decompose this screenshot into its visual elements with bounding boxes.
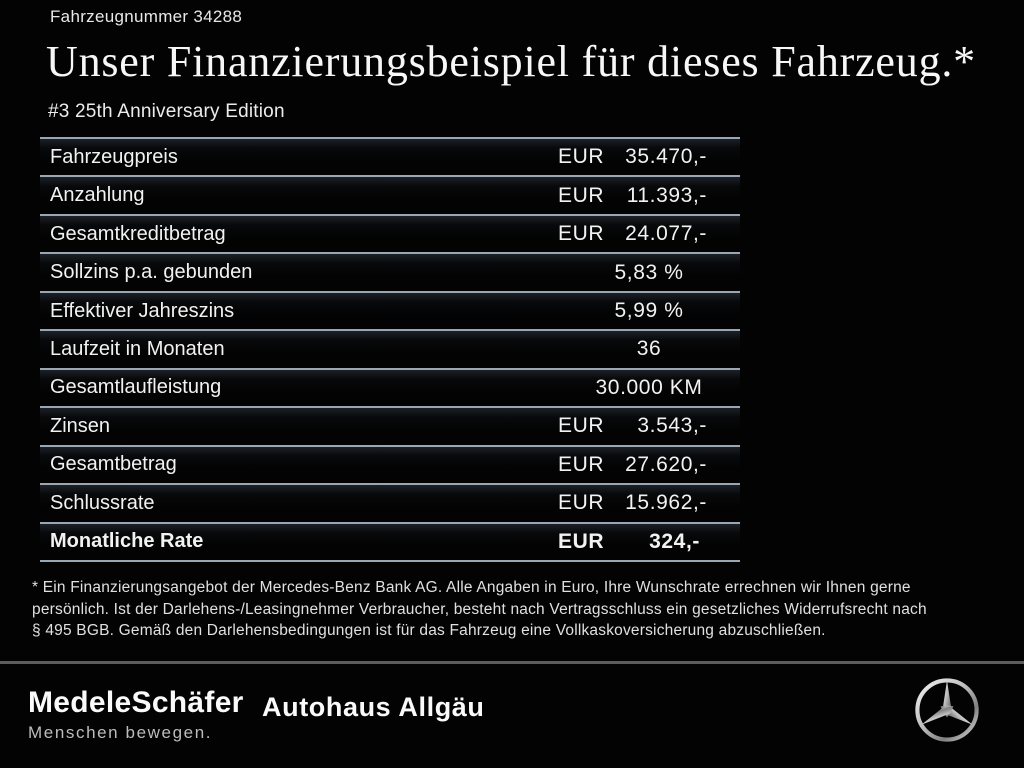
row-value: 324,- <box>649 529 700 553</box>
footer-divider <box>0 661 1024 664</box>
footnote-line: § 495 BGB. Gemäß den Darlehensbedingunge… <box>32 622 826 639</box>
row-label: Fahrzeugpreis <box>50 145 178 168</box>
row-label: Gesamtkreditbetrag <box>50 222 226 245</box>
row-value: 30.000 KM <box>595 375 703 399</box>
footnote-line: * Ein Finanzierungsangebot der Mercedes-… <box>32 579 911 596</box>
currency-label: EUR <box>558 222 605 246</box>
currency-label: EUR <box>558 452 605 476</box>
row-value-column: 30.000 KM <box>558 376 740 400</box>
row-value: 24.077,- <box>625 222 707 246</box>
table-row: Zinsen EUR 3.543,- <box>40 406 740 445</box>
dealer-logo-medele-schaefer: MedeleSchäfer Menschen bewegen. <box>28 686 244 743</box>
row-value: 27.620,- <box>625 452 707 476</box>
page-title: Unser Finanzierungsbeispiel für dieses F… <box>46 37 976 86</box>
row-value: 5,83 % <box>614 260 684 284</box>
row-label: Zinsen <box>50 414 111 437</box>
row-label: Gesamtlaufleistung <box>50 376 222 399</box>
row-value-column: 36 <box>558 337 740 361</box>
row-value-column: EUR 324,- <box>558 530 740 554</box>
table-row: Fahrzeugpreis EUR 35.470,- <box>40 137 740 176</box>
row-label: Effektiver Jahreszins <box>50 299 235 322</box>
row-value-column: EUR 27.620,- <box>558 453 740 477</box>
row-label: Gesamtbetrag <box>50 453 177 476</box>
row-label: Laufzeit in Monaten <box>50 337 225 360</box>
row-value-column: EUR 24.077,- <box>558 222 740 246</box>
currency-label: EUR <box>558 183 605 207</box>
row-value: 36 <box>636 337 662 361</box>
row-label: Anzahlung <box>50 184 145 207</box>
table-row: Laufzeit in Monaten 36 <box>40 329 740 368</box>
row-value-column: EUR 15.962,- <box>558 491 740 515</box>
row-label: Schlussrate <box>50 491 155 514</box>
row-value-column: 5,99 % <box>558 299 740 323</box>
table-row: Gesamtkreditbetrag EUR 24.077,- <box>40 213 740 253</box>
footnote-text: * Ein Finanzierungsangebot der Mercedes-… <box>32 577 927 642</box>
financing-table: Fahrzeugpreis EUR 35.470,- Anzahlung EUR 11.3… <box>40 137 740 562</box>
vehicle-number: Fahrzeugnummer 34288 <box>50 7 243 26</box>
row-value: 5,99 % <box>614 299 684 323</box>
model-subtitle: #3 25th Anniversary Edition <box>48 101 285 122</box>
row-value: 15.962,- <box>625 491 707 515</box>
row-label: Sollzins p.a. gebunden <box>50 261 253 284</box>
footnote-line: persönlich. Ist der Darlehens-/Leasingne… <box>32 600 927 618</box>
row-value-column: EUR 35.470,- <box>558 145 740 169</box>
table-row: Sollzins p.a. gebunden 5,83 % <box>40 252 740 291</box>
dealer-logo-autohaus-allgaeu: Autohaus Allgäu <box>262 692 485 722</box>
row-value: 3.543,- <box>637 414 707 438</box>
table-row: Monatliche Rate EUR 324,- <box>40 521 740 560</box>
table-row: Effektiver Jahreszins 5,99 % <box>40 290 740 330</box>
dealer-tagline: Menschen bewegen. <box>28 723 213 742</box>
row-value-column: EUR 11.393,- <box>558 184 740 208</box>
table-row: Gesamtlaufleistung 30.000 KM <box>40 367 740 407</box>
row-value: 35.470,- <box>625 145 707 169</box>
currency-label: EUR <box>558 414 605 438</box>
row-value-column: EUR 3.543,- <box>558 414 740 438</box>
row-value-column: 5,83 % <box>558 261 740 285</box>
table-row: Anzahlung EUR 11.393,- <box>40 175 740 214</box>
table-row: Schlussrate EUR 15.962,- <box>40 483 740 522</box>
row-label: Monatliche Rate <box>50 530 204 553</box>
currency-label: EUR <box>558 145 605 169</box>
currency-label: EUR <box>558 529 605 553</box>
dealer-primary-name: MedeleSchäfer <box>28 686 244 719</box>
row-value: 11.393,- <box>626 183 707 207</box>
currency-label: EUR <box>558 491 605 515</box>
mercedes-star-icon <box>910 673 984 747</box>
table-row: Gesamtbetrag EUR 27.620,- <box>40 444 740 484</box>
